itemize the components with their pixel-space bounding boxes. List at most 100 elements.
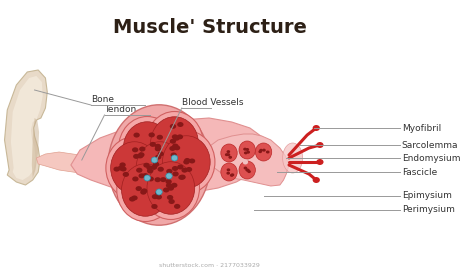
Ellipse shape [239, 141, 256, 159]
Text: Bone: Bone [91, 95, 114, 104]
Ellipse shape [156, 135, 163, 140]
Ellipse shape [183, 160, 189, 165]
Ellipse shape [157, 151, 164, 157]
Ellipse shape [243, 160, 248, 165]
Ellipse shape [226, 172, 230, 175]
Ellipse shape [138, 173, 145, 178]
Ellipse shape [221, 144, 237, 162]
Ellipse shape [168, 185, 174, 189]
Text: Epimysium: Epimysium [402, 192, 451, 200]
Ellipse shape [172, 134, 178, 139]
Ellipse shape [226, 150, 230, 153]
Ellipse shape [178, 175, 185, 180]
Ellipse shape [186, 167, 192, 172]
Ellipse shape [108, 105, 210, 225]
Ellipse shape [123, 172, 129, 177]
Ellipse shape [171, 183, 177, 188]
Ellipse shape [172, 166, 178, 171]
Ellipse shape [174, 204, 180, 209]
Text: Blood Vessels: Blood Vessels [182, 98, 243, 107]
Ellipse shape [132, 176, 138, 181]
Ellipse shape [245, 148, 249, 151]
Ellipse shape [138, 152, 144, 157]
Text: Myofibril: Myofibril [402, 123, 441, 132]
Ellipse shape [142, 173, 149, 178]
Ellipse shape [259, 162, 264, 167]
Ellipse shape [179, 175, 186, 179]
Ellipse shape [177, 122, 183, 127]
Ellipse shape [155, 155, 162, 160]
Polygon shape [5, 70, 47, 185]
Text: Muscle' Structure: Muscle' Structure [113, 18, 307, 37]
Ellipse shape [177, 134, 183, 139]
Ellipse shape [247, 170, 251, 173]
Ellipse shape [152, 194, 158, 199]
Ellipse shape [184, 158, 190, 163]
Text: Fascicle: Fascicle [402, 167, 437, 176]
Ellipse shape [155, 190, 162, 195]
Ellipse shape [120, 167, 126, 172]
Text: Perimysium: Perimysium [402, 206, 455, 214]
Ellipse shape [243, 148, 247, 151]
Ellipse shape [160, 177, 166, 182]
Ellipse shape [151, 204, 157, 209]
Ellipse shape [147, 162, 195, 214]
Ellipse shape [313, 125, 320, 131]
Ellipse shape [173, 136, 180, 141]
Ellipse shape [153, 162, 159, 167]
Ellipse shape [316, 159, 324, 165]
Ellipse shape [166, 183, 172, 188]
Ellipse shape [226, 168, 230, 171]
Ellipse shape [169, 146, 175, 151]
Polygon shape [37, 152, 109, 176]
Ellipse shape [230, 174, 233, 177]
Ellipse shape [228, 156, 232, 159]
Ellipse shape [282, 143, 303, 173]
Ellipse shape [244, 167, 247, 169]
Ellipse shape [221, 163, 237, 181]
Ellipse shape [239, 161, 256, 179]
Ellipse shape [118, 165, 124, 171]
Ellipse shape [172, 144, 179, 148]
Ellipse shape [259, 149, 263, 152]
Ellipse shape [246, 151, 250, 154]
Ellipse shape [163, 136, 210, 188]
Ellipse shape [166, 173, 172, 179]
Ellipse shape [123, 122, 171, 174]
Polygon shape [71, 118, 268, 194]
Ellipse shape [142, 157, 200, 220]
Ellipse shape [148, 176, 154, 181]
Ellipse shape [231, 173, 234, 176]
Ellipse shape [106, 137, 163, 200]
Ellipse shape [111, 142, 158, 194]
Ellipse shape [181, 168, 188, 173]
Ellipse shape [119, 162, 126, 167]
Ellipse shape [226, 153, 230, 156]
Ellipse shape [139, 146, 145, 151]
Ellipse shape [157, 167, 164, 172]
Ellipse shape [136, 142, 184, 194]
Ellipse shape [258, 150, 262, 153]
Ellipse shape [170, 139, 176, 144]
Ellipse shape [151, 165, 157, 170]
Ellipse shape [129, 197, 135, 202]
Ellipse shape [172, 171, 179, 176]
Polygon shape [11, 76, 43, 180]
Ellipse shape [151, 157, 158, 163]
Ellipse shape [256, 143, 272, 161]
Ellipse shape [136, 168, 143, 173]
Ellipse shape [136, 186, 142, 191]
Ellipse shape [117, 158, 174, 221]
Text: shutterstock.com · 2177033929: shutterstock.com · 2177033929 [159, 263, 260, 268]
Ellipse shape [131, 137, 188, 200]
Ellipse shape [313, 177, 320, 183]
Ellipse shape [166, 169, 173, 174]
Ellipse shape [316, 142, 324, 148]
Text: Endomysium: Endomysium [402, 153, 460, 162]
Ellipse shape [169, 199, 175, 204]
Polygon shape [32, 118, 39, 178]
Ellipse shape [171, 155, 178, 161]
Ellipse shape [245, 169, 249, 171]
Ellipse shape [146, 165, 153, 170]
Ellipse shape [155, 146, 161, 151]
